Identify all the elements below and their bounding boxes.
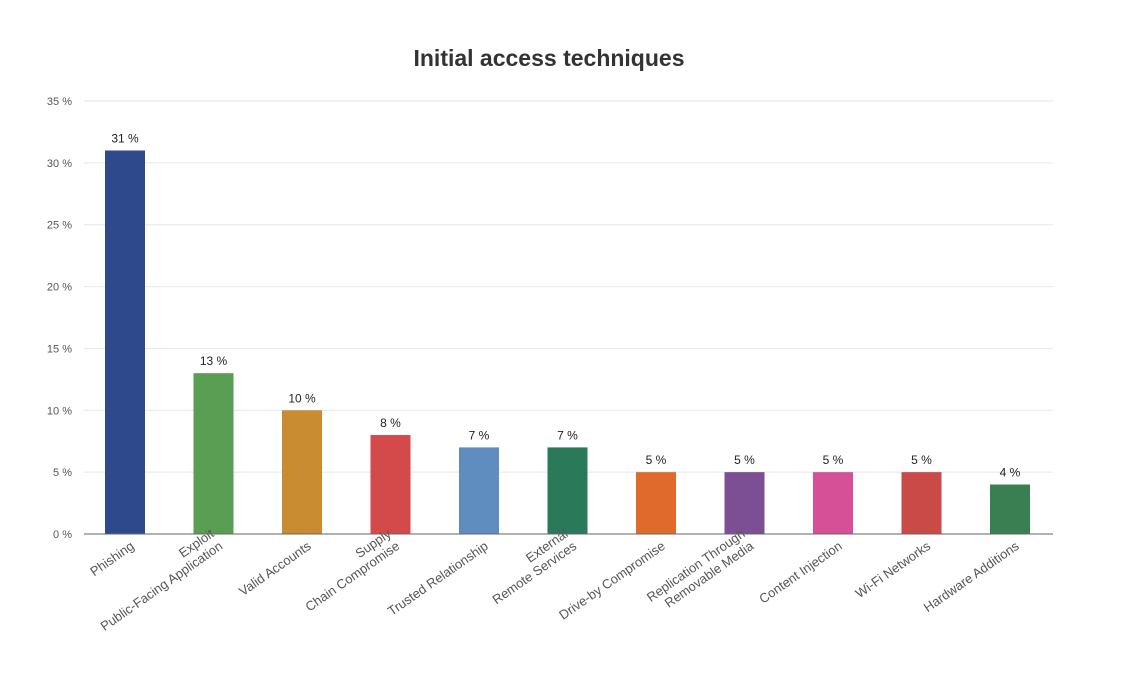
- data-label: 5 %: [823, 453, 844, 467]
- bar[interactable]: [193, 373, 234, 534]
- y-tick-label: 5 %: [53, 467, 72, 479]
- x-tick-label: Content Injection: [756, 538, 845, 606]
- data-label: 8 %: [380, 416, 401, 430]
- data-label: 5 %: [734, 453, 755, 467]
- x-tick-label: Valid Accounts: [236, 538, 314, 599]
- bar[interactable]: [370, 435, 411, 534]
- bar[interactable]: [636, 472, 676, 534]
- bar[interactable]: [990, 484, 1030, 534]
- data-label: 4 %: [1000, 466, 1021, 480]
- x-tick-label: Replication ThroughRemovable Media: [644, 525, 757, 617]
- bar[interactable]: [105, 150, 145, 534]
- x-tick-label: ExternalRemote Services: [481, 526, 580, 608]
- bar[interactable]: [724, 472, 765, 534]
- data-label: 5 %: [646, 453, 667, 467]
- bar[interactable]: [901, 472, 942, 534]
- bars: [105, 150, 1030, 534]
- data-label: 31 %: [111, 131, 139, 145]
- chart-title: Initial access techniques: [413, 45, 684, 71]
- y-tick-label: 15 %: [47, 343, 72, 355]
- bar[interactable]: [547, 447, 588, 534]
- x-axis-tick-labels: Phishing ExploitPublic-Facing Application…: [87, 525, 1022, 634]
- y-tick-label: 25 %: [47, 220, 72, 232]
- y-tick-label: 0 %: [53, 529, 72, 541]
- y-axis-tick-labels: 0 % 5 % 10 % 15 % 20 % 25 % 30 % 35 %: [47, 96, 72, 541]
- y-tick-label: 30 %: [47, 158, 72, 170]
- gridlines: [84, 100, 1053, 473]
- data-label: 5 %: [911, 453, 932, 467]
- data-label: 13 %: [200, 354, 228, 368]
- bar[interactable]: [282, 410, 322, 534]
- data-label: 7 %: [469, 428, 490, 442]
- data-labels: 31 % 13 % 10 % 8 % 7 % 7 % 5 % 5 % 5 % 5 % 4 %: [111, 131, 1020, 479]
- y-tick-label: 20 %: [47, 282, 72, 294]
- y-tick-label: 35 %: [47, 96, 72, 108]
- data-label: 7 %: [557, 428, 578, 442]
- x-tick-label: Phishing: [87, 538, 136, 579]
- x-tick-label: Wi-Fi Networks: [852, 538, 933, 601]
- x-tick-label: ExploitPublic-Facing Application: [89, 526, 225, 634]
- y-tick-label: 10 %: [47, 405, 72, 417]
- data-label: 10 %: [288, 391, 316, 405]
- bar[interactable]: [459, 447, 499, 534]
- x-tick-label: SupplyChain Compromise: [294, 526, 403, 615]
- x-tick-label: Hardware Additions: [921, 538, 1022, 615]
- bar[interactable]: [813, 472, 853, 534]
